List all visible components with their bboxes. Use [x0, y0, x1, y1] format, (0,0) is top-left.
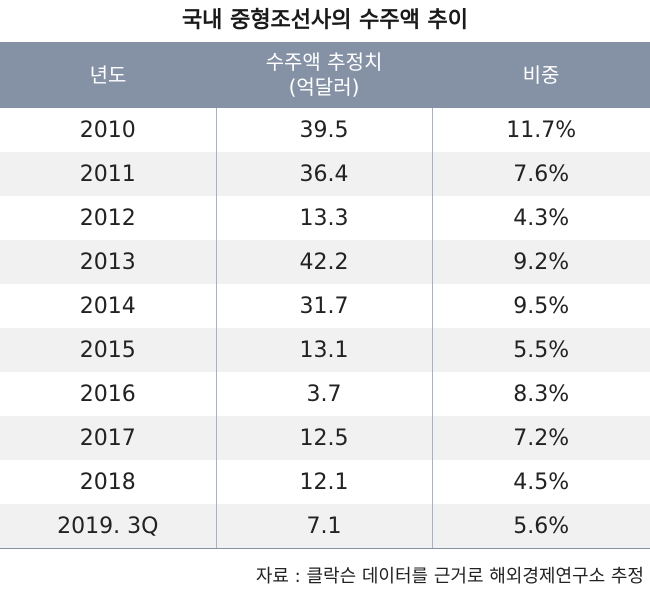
- cell-amount: 36.4: [215, 152, 432, 196]
- table-row: 2019. 3Q 7.1 5.6%: [0, 504, 650, 549]
- header-amount-unit: (억달러): [288, 75, 360, 99]
- header-row: 년도 수주액 추정치 (억달러) 비중: [0, 42, 650, 108]
- cell-share: 7.6%: [431, 152, 650, 196]
- cell-amount: 12.1: [215, 460, 432, 504]
- cell-amount: 13.3: [215, 196, 432, 240]
- cell-amount: 13.1: [215, 328, 432, 372]
- cell-year: 2019. 3Q: [0, 504, 216, 549]
- table-row: 2011 36.4 7.6%: [0, 152, 650, 196]
- cell-share: 4.5%: [431, 460, 650, 504]
- cell-year: 2017: [0, 416, 216, 460]
- table-row: 2010 39.5 11.7%: [0, 108, 650, 152]
- source-note: 자료 : 클락슨 데이터를 근거로 해외경제연구소 추정: [255, 566, 644, 587]
- cell-year: 2013: [0, 240, 216, 284]
- cell-share: 11.7%: [431, 108, 650, 152]
- cell-year: 2014: [0, 284, 216, 328]
- cell-share: 9.2%: [431, 240, 650, 284]
- cell-amount: 12.5: [215, 416, 432, 460]
- cell-year: 2012: [0, 196, 216, 240]
- cell-amount: 31.7: [215, 284, 432, 328]
- table-row: 2015 13.1 5.5%: [0, 328, 650, 372]
- data-table: 년도 수주액 추정치 (억달러) 비중 2010 39.5 11.7% 2011…: [0, 42, 650, 549]
- cell-share: 5.5%: [431, 328, 650, 372]
- cell-share: 5.6%: [431, 504, 650, 549]
- cell-year: 2011: [0, 152, 216, 196]
- header-amount: 수주액 추정치 (억달러): [216, 42, 432, 108]
- table-row: 2016 3.7 8.3%: [0, 372, 650, 416]
- cell-amount: 3.7: [215, 372, 432, 416]
- table-row: 2012 13.3 4.3%: [0, 196, 650, 240]
- cell-amount: 42.2: [215, 240, 432, 284]
- cell-year: 2016: [0, 372, 216, 416]
- table-body: 2010 39.5 11.7% 2011 36.4 7.6% 2012 13.3…: [0, 108, 650, 549]
- cell-year: 2015: [0, 328, 216, 372]
- cell-amount: 7.1: [215, 504, 432, 549]
- cell-share: 7.2%: [431, 416, 650, 460]
- table-row: 2017 12.5 7.2%: [0, 416, 650, 460]
- cell-share: 9.5%: [431, 284, 650, 328]
- header-amount-label: 수주액 추정치: [265, 50, 383, 74]
- table-row: 2018 12.1 4.5%: [0, 460, 650, 504]
- table-row: 2013 42.2 9.2%: [0, 240, 650, 284]
- cell-year: 2010: [0, 108, 216, 152]
- table-title: 국내 중형조선사의 수주액 추이: [181, 8, 469, 33]
- cell-share: 4.3%: [431, 196, 650, 240]
- table-row: 2014 31.7 9.5%: [0, 284, 650, 328]
- header-year: 년도: [0, 42, 216, 108]
- cell-amount: 39.5: [215, 108, 432, 152]
- header-share: 비중: [432, 42, 650, 108]
- cell-share: 8.3%: [431, 372, 650, 416]
- cell-year: 2018: [0, 460, 216, 504]
